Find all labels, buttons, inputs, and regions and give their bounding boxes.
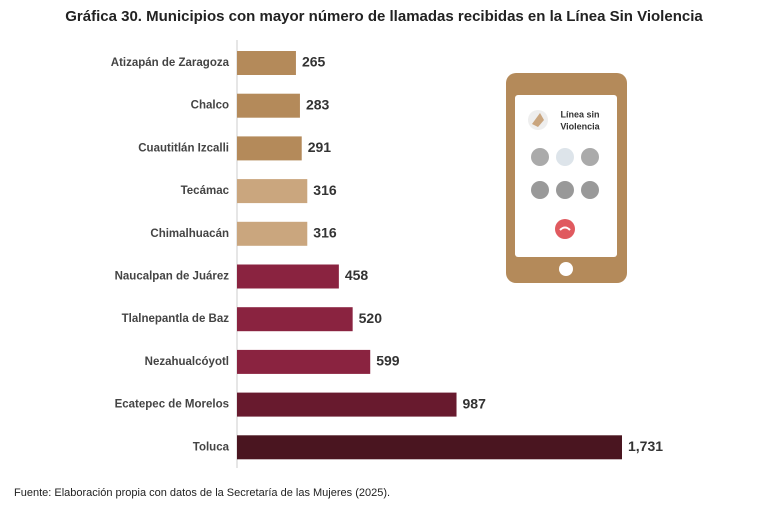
phone-label: Línea sin <box>560 109 599 119</box>
y-tick-label: Nezahualcóyotl <box>145 356 229 368</box>
y-tick-label: Atizapán de Zaragoza <box>111 57 230 69</box>
source-note: Fuente: Elaboración propia con datos de … <box>14 487 390 499</box>
y-tick-label: Chimalhuacán <box>150 228 229 240</box>
value-label: 265 <box>302 54 326 70</box>
bar <box>237 136 302 161</box>
value-label: 316 <box>313 225 337 241</box>
bar <box>237 221 308 246</box>
value-label: 520 <box>359 310 383 326</box>
bar <box>237 307 353 332</box>
bar <box>237 435 622 460</box>
phone-illustration: Línea sin Violencia <box>506 73 627 283</box>
y-tick-label: Toluca <box>193 441 230 453</box>
value-label: 291 <box>308 139 332 155</box>
phone-label: Violencia <box>560 121 600 131</box>
chart-title: Gráfica 30. Municipios con mayor número … <box>65 8 703 25</box>
bar <box>237 392 457 417</box>
bar <box>237 349 371 374</box>
y-tick-label: Tlalnepantla de Baz <box>122 313 230 325</box>
bar <box>237 264 339 289</box>
value-label: 283 <box>306 96 330 112</box>
value-label: 458 <box>345 267 369 283</box>
value-label: 316 <box>313 182 337 198</box>
bar <box>237 179 308 204</box>
bar <box>237 93 300 118</box>
y-tick-label: Tecámac <box>181 185 230 197</box>
y-tick-label: Chalco <box>191 100 229 112</box>
value-label: 599 <box>376 353 400 369</box>
y-tick-label: Cuautitlán Izcalli <box>138 142 229 154</box>
bar <box>237 51 296 75</box>
y-tick-label: Ecatepec de Morelos <box>115 399 229 411</box>
value-label: 987 <box>463 395 487 411</box>
value-label: 1,731 <box>628 438 663 454</box>
y-tick-label: Naucalpan de Juárez <box>115 271 230 283</box>
